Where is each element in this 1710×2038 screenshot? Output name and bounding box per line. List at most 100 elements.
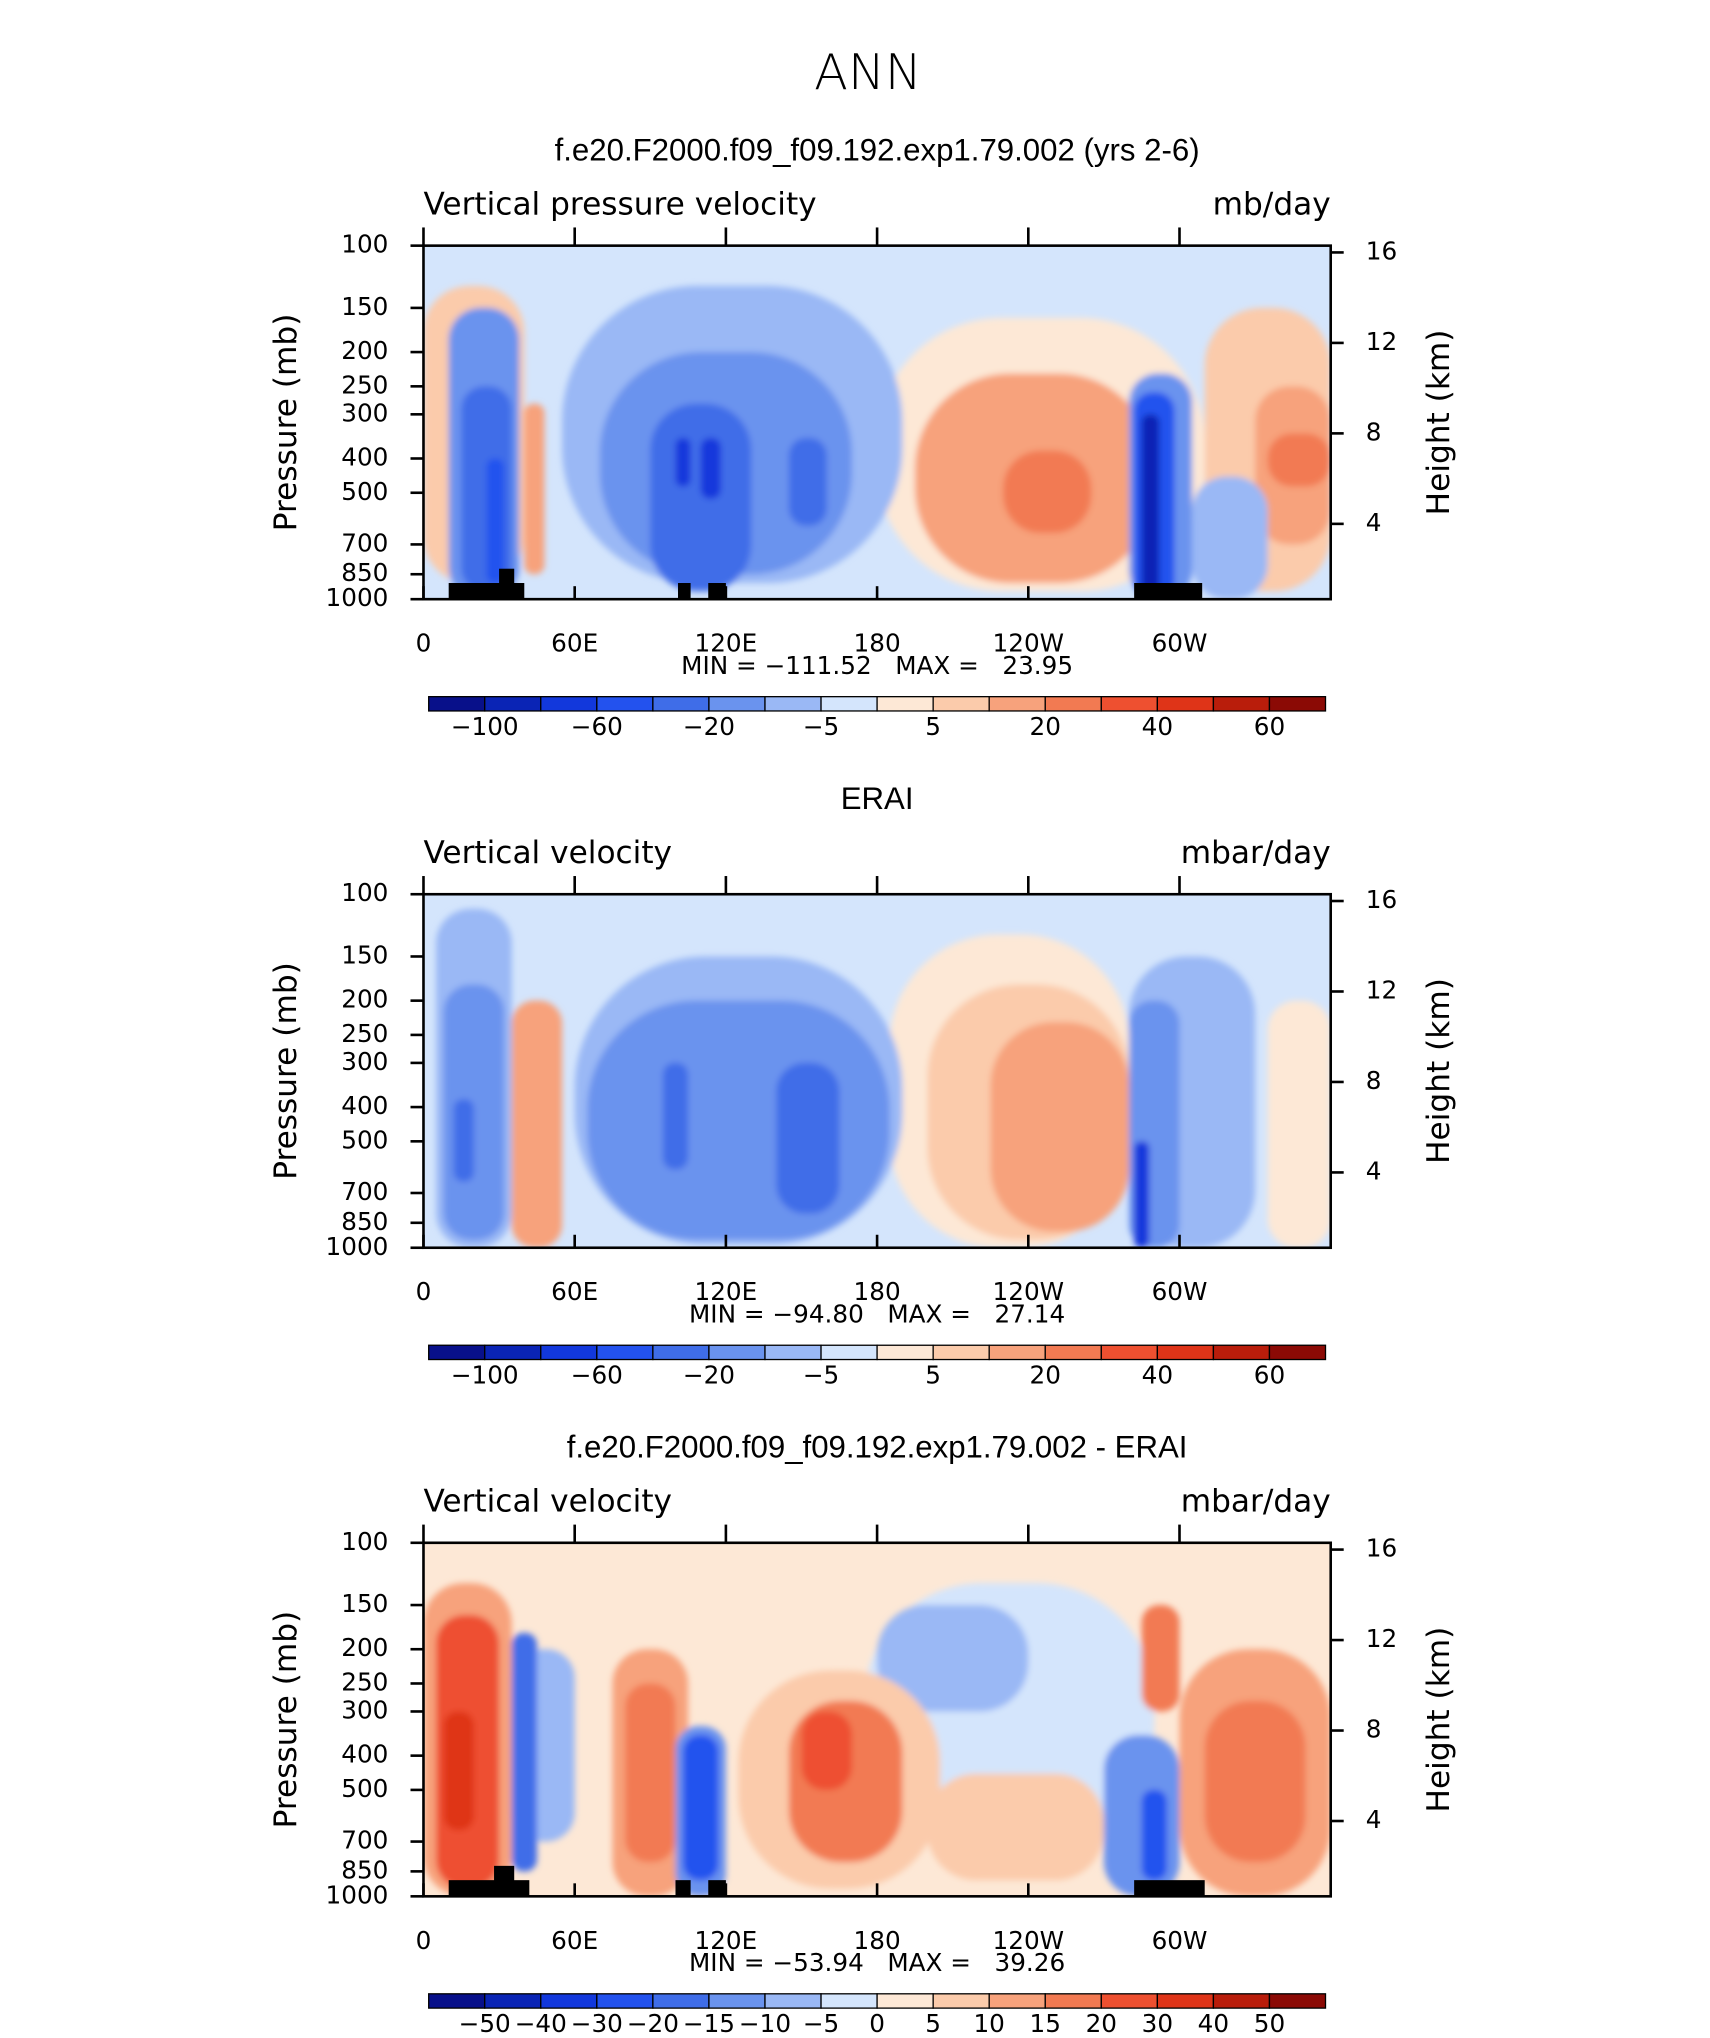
colorbar-box [428,1993,486,2009]
y-tick-label: 700 [341,528,388,557]
colorbar-box [1100,1993,1159,2009]
colorbar-box [652,696,710,712]
colorbar-box [932,1993,990,2009]
colorbar-box [1156,1993,1215,2009]
y2-tick-label: 4 [1366,1805,1382,1834]
y2-tick-label: 4 [1366,1156,1382,1185]
y-tick-label: 400 [341,1740,388,1769]
colorbar-label: −20 [627,2009,679,2038]
colorbar-label: 0 [869,2009,885,2038]
colorbar-label: −5 [803,2009,839,2038]
colorbar-box [708,1993,766,2009]
colorbar-label: 50 [1254,2009,1285,2038]
colorbar-box [876,1344,934,1361]
colorbar-box [708,696,766,712]
y-tick-label: 850 [341,1855,388,1884]
colorbar-box [484,696,542,712]
left-label: Vertical pressure velocity [423,186,816,222]
right-label: mbar/day [1181,835,1331,871]
y-tick-label: 700 [341,1177,388,1206]
topography [708,1880,726,1897]
contour-region [524,403,545,575]
y2-axis-title: Height (km) [1421,978,1457,1164]
panel-title: f.e20.F2000.f09_f09.192.exp1.79.002 - ER… [567,1429,1188,1464]
colorbar-box [764,1993,822,2009]
x-tick-label: 180 [854,1277,901,1306]
colorbar-box [484,1344,542,1361]
y-tick-label: 300 [341,1695,388,1724]
colorbar-box [596,696,654,712]
colorbar-label: −60 [571,712,623,741]
x-tick-label: 0 [416,1926,432,1955]
colorbar-label: 40 [1142,1360,1173,1389]
contour-region [453,1099,474,1182]
y-tick-label: 200 [341,1633,388,1662]
contour-field [423,245,1331,600]
colorbar-label: −60 [571,1360,623,1389]
colorbar-label: 40 [1198,2009,1229,2038]
colorbar-box [1156,1344,1215,1361]
y2-tick-label: 16 [1366,885,1397,914]
colorbar-box [1044,696,1102,712]
colorbar-box [1100,1344,1159,1361]
x-tick-label: 120W [993,1277,1065,1306]
contour-fills [423,285,1331,600]
x-tick-label: 60E [551,1926,598,1955]
y-tick-label: 1000 [326,583,389,612]
contour-region [1003,450,1092,534]
stats: MIN = −111.52 MAX = 23.95 [681,651,1073,680]
colorbar-label: 20 [1086,2009,1117,2038]
colorbar-box [652,1344,710,1361]
left-label: Vertical velocity [423,835,672,871]
y-tick-label: 700 [341,1826,388,1855]
colorbar-box [540,1344,598,1361]
y-tick-label: 250 [341,370,388,399]
colorbar-box [1156,696,1215,712]
colorbar-box [932,1344,990,1361]
y-tick-label: 200 [341,336,388,365]
colorbar-box [1212,696,1271,712]
colorbar-label: −40 [515,2009,567,2038]
x-tick-label: 180 [854,629,901,658]
colorbar-box [988,1993,1046,2009]
colorbar-box [764,1344,822,1361]
x-tick-label: 0 [416,629,432,658]
contour-region [683,1735,719,1881]
colorbar-box [876,696,934,712]
colorbar-box [932,696,990,712]
colorbar-label: −100 [451,712,519,741]
contour-region [511,1633,537,1872]
contour-region [877,1605,1029,1712]
y2-tick-label: 16 [1366,1534,1397,1563]
y2-tick-label: 12 [1366,1624,1397,1653]
colorbar-box [428,696,486,712]
contour-region [700,437,721,499]
x-tick-label: 60E [551,1277,598,1306]
topography [494,1865,515,1897]
contour-region [1141,1789,1167,1881]
y-tick-label: 300 [341,398,388,427]
y-tick-label: 400 [341,442,388,471]
colorbar-label: 40 [1142,712,1173,741]
topography [675,1880,691,1897]
y-tick-label: 250 [341,1019,388,1048]
x-tick-label: 120W [993,1926,1065,1955]
colorbar-label: 60 [1254,712,1285,741]
colorbar-box [1268,1993,1327,2009]
y-tick-label: 850 [341,558,388,587]
contour-region [1141,1605,1180,1712]
colorbar-box [540,1993,598,2009]
figure-title: ANN [814,43,922,101]
x-tick-label: 0 [416,1277,432,1306]
x-tick-label: 60W [1152,629,1208,658]
colorbar-label: −30 [571,2009,623,2038]
contour-region [1134,1141,1150,1248]
contour-region [1267,433,1331,487]
colorbar-box [1268,696,1327,712]
y-tick-label: 200 [341,985,388,1014]
y2-tick-label: 8 [1366,1715,1382,1744]
y-tick-label: 100 [341,1527,388,1556]
colorbar-box [820,696,878,712]
